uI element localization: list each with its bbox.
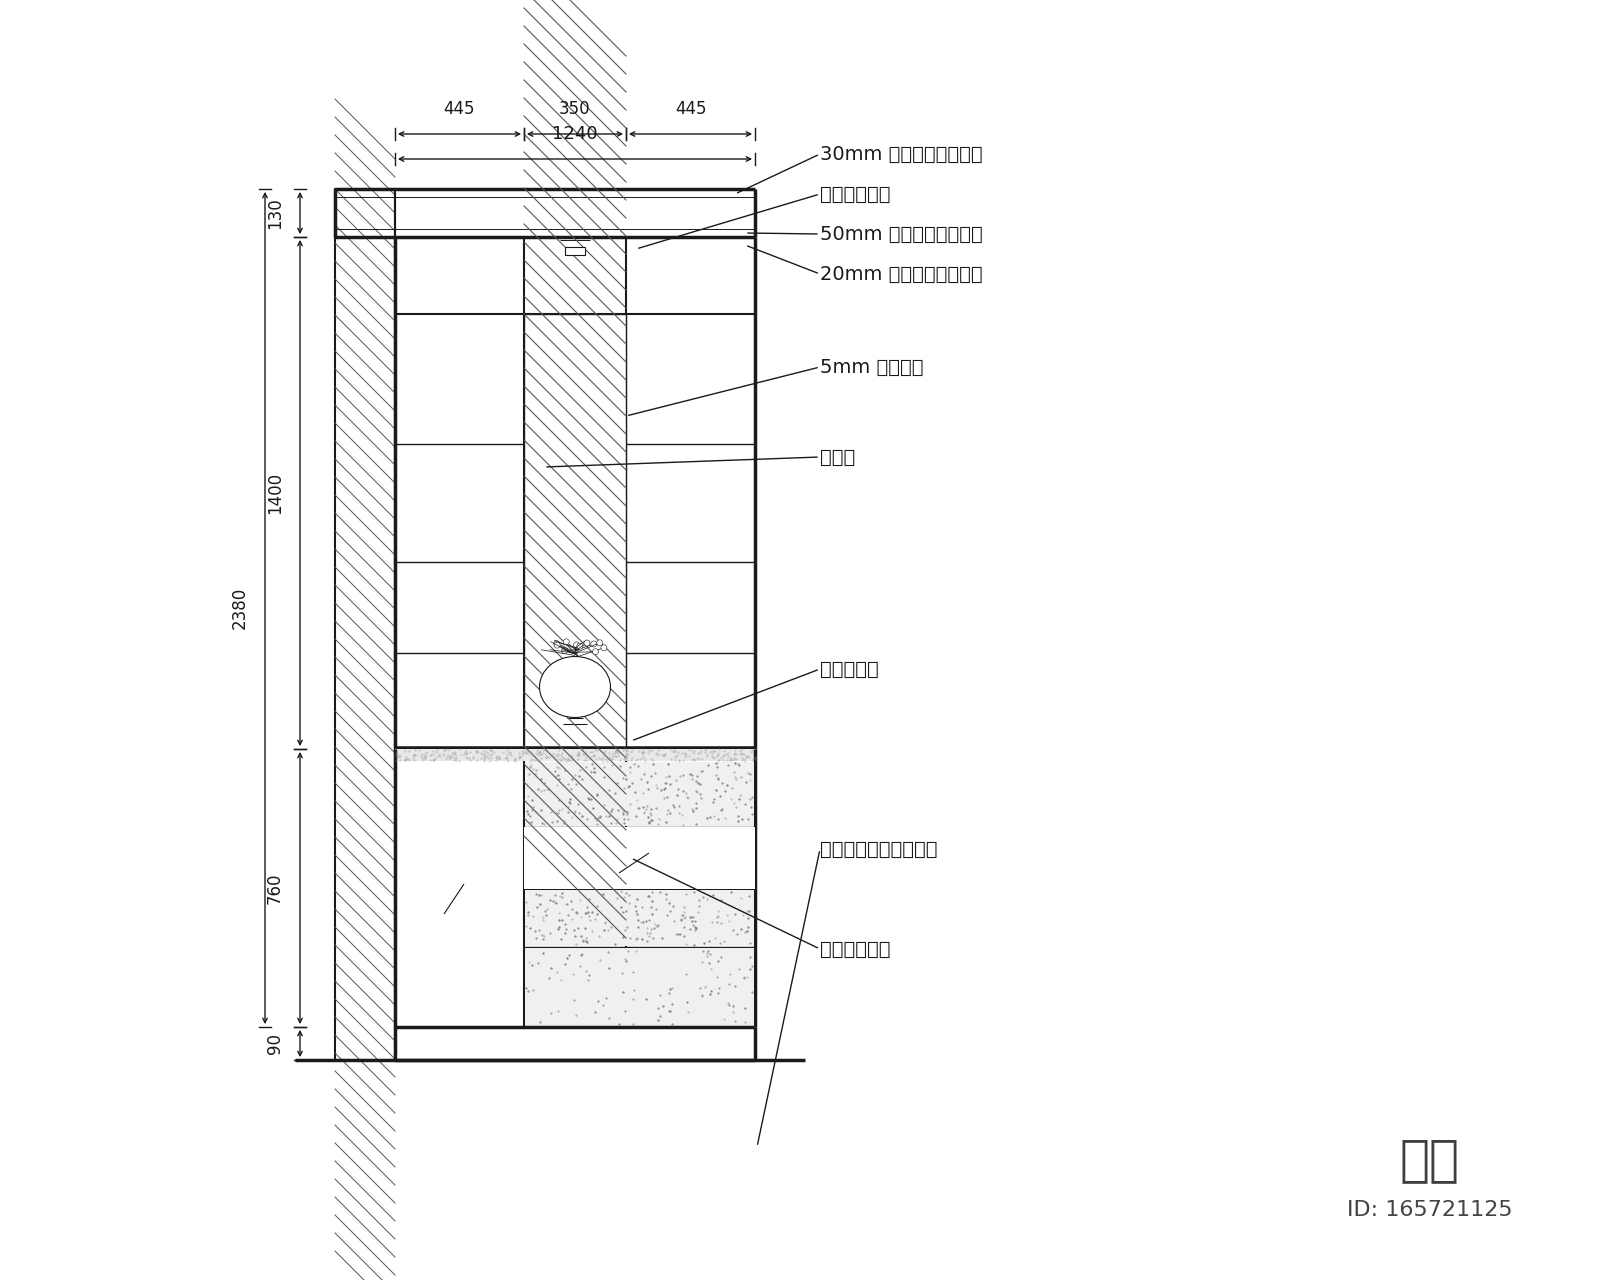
Circle shape <box>590 641 597 646</box>
Text: 350: 350 <box>558 100 590 118</box>
Bar <box>525 890 754 946</box>
Text: 20mm 木线半哑清漆饰面: 20mm 木线半哑清漆饰面 <box>819 265 982 283</box>
Bar <box>525 762 754 826</box>
Circle shape <box>563 639 570 645</box>
Circle shape <box>602 645 606 650</box>
Text: 内嵌石英射灯: 内嵌石英射灯 <box>819 184 891 204</box>
Text: 半哑清漆饰面: 半哑清漆饰面 <box>819 940 891 959</box>
Circle shape <box>554 643 560 648</box>
Text: 760: 760 <box>266 872 285 904</box>
Bar <box>525 948 754 1027</box>
Text: 90: 90 <box>266 1033 285 1053</box>
Bar <box>525 827 755 890</box>
Text: 130: 130 <box>266 197 285 229</box>
Bar <box>565 247 586 255</box>
Bar <box>395 749 755 762</box>
Circle shape <box>573 641 579 648</box>
Bar <box>334 189 395 1060</box>
Ellipse shape <box>539 657 611 718</box>
Text: ID: 165721125: ID: 165721125 <box>1347 1201 1514 1220</box>
Circle shape <box>554 641 560 646</box>
Text: 大理石台面: 大理石台面 <box>819 659 878 678</box>
Text: 445: 445 <box>443 100 475 118</box>
Text: 30mm 木线半哑清漆饰面: 30mm 木线半哑清漆饰面 <box>819 145 982 164</box>
Text: 5mm 磨砂玻璃: 5mm 磨砂玻璃 <box>819 357 923 376</box>
Text: 知末: 知末 <box>1400 1137 1459 1184</box>
Text: 车边境: 车边境 <box>819 448 856 466</box>
Text: 50mm 木线半哑清漆饰面: 50mm 木线半哑清漆饰面 <box>819 224 982 243</box>
Text: 1400: 1400 <box>266 472 285 515</box>
Circle shape <box>584 640 590 646</box>
Circle shape <box>597 640 603 646</box>
Text: 木质柜门半哑清漆饰面: 木质柜门半哑清漆饰面 <box>819 840 938 859</box>
Circle shape <box>578 643 582 649</box>
Circle shape <box>562 648 568 654</box>
Text: 445: 445 <box>675 100 706 118</box>
Text: 1240: 1240 <box>552 125 598 143</box>
Circle shape <box>592 649 598 655</box>
Bar <box>525 314 626 749</box>
Text: 2380: 2380 <box>230 586 250 630</box>
